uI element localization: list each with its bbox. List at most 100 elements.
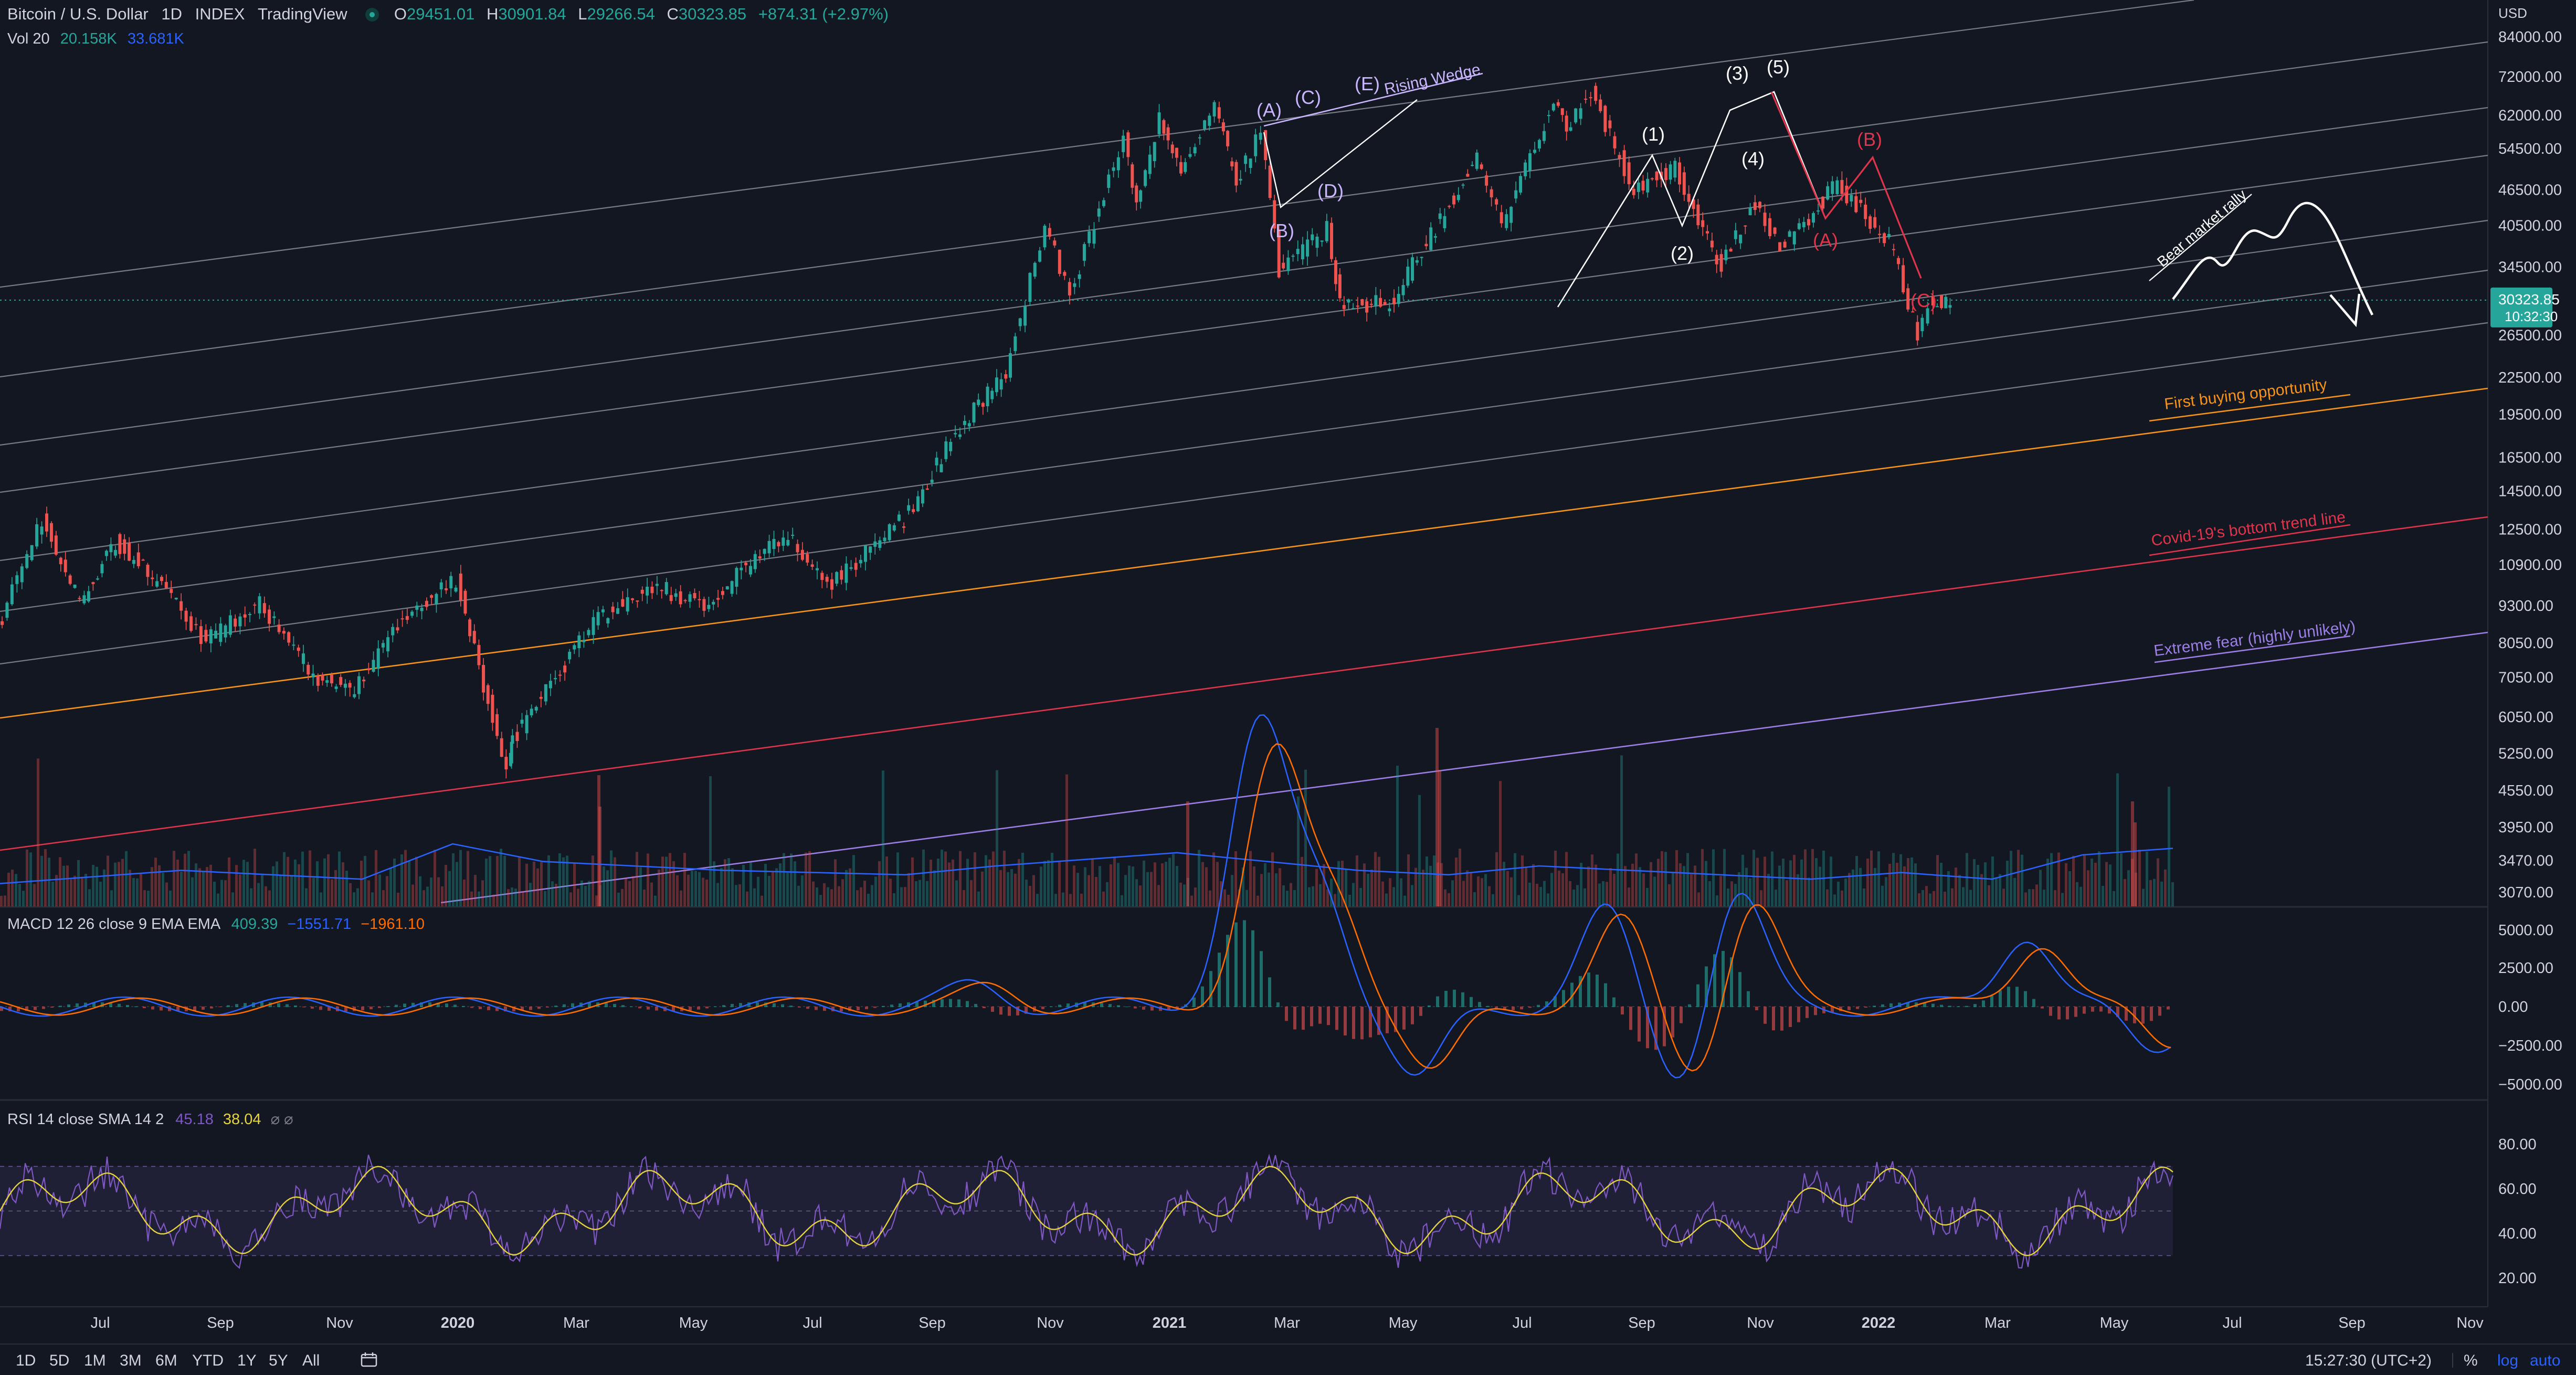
rsi-tick-label: 80.00: [2498, 1136, 2537, 1153]
candle-body: [449, 576, 453, 588]
macd-histogram-bar: [1025, 1007, 1028, 1014]
market-status-icon[interactable]: [365, 8, 379, 22]
macd-legend[interactable]: MACD 12 26 close 9 EMA EMA 409.39 −1551.…: [7, 916, 425, 933]
macd-histogram-bar: [2024, 991, 2027, 1007]
volume-bar: [158, 865, 161, 906]
date-range-icon[interactable]: [360, 1352, 378, 1372]
macd-histogram-bar: [621, 1005, 625, 1007]
macd-histogram-bar: [1579, 976, 1582, 1007]
range-button-1d[interactable]: 1D: [16, 1352, 36, 1369]
candle-body: [1401, 285, 1405, 295]
volume-bar: [1058, 861, 1061, 906]
volume-bar: [1848, 873, 1851, 906]
volume-bar: [430, 877, 432, 906]
candle-body: [1931, 296, 1935, 306]
percent-toggle[interactable]: %: [2464, 1352, 2478, 1369]
toolbar-divider: [2452, 1353, 2453, 1368]
volume-bar: [2135, 872, 2137, 906]
macd-histogram-bar: [1453, 989, 1456, 1007]
volume-bar: [1183, 884, 1186, 906]
rsi-label: RSI 14 close SMA 14 2: [7, 1111, 164, 1128]
candle-body: [5, 602, 9, 618]
time-tick-label: Jul: [90, 1315, 110, 1331]
volume-bar: [941, 849, 943, 906]
rsi-legend[interactable]: RSI 14 close SMA 14 2 45.18 38.04 ⌀ ⌀: [7, 1110, 293, 1128]
volume-bar: [110, 890, 113, 906]
range-button-1y[interactable]: 1Y: [237, 1352, 257, 1369]
volume-bar: [1352, 883, 1355, 906]
rsi-visibility-icons[interactable]: ⌀ ⌀: [270, 1111, 293, 1128]
volume-bar: [536, 868, 539, 906]
macd-histogram-bar: [1873, 1006, 1876, 1007]
macd-histogram-bar: [2015, 987, 2019, 1007]
range-button-1m[interactable]: 1M: [84, 1352, 106, 1369]
volume-bar: [503, 855, 506, 906]
clock-label[interactable]: 15:27:30 (UTC+2): [2305, 1352, 2432, 1369]
log-toggle[interactable]: log: [2497, 1352, 2519, 1369]
volume-bar: [1896, 863, 1898, 906]
volume-bar: [544, 891, 546, 906]
candle-body: [495, 714, 499, 736]
volume-bar: [1069, 894, 1072, 906]
candle-body: [530, 708, 533, 715]
candle-body: [1739, 235, 1743, 244]
symbol-legend[interactable]: Bitcoin / U.S. Dollar 1D INDEX TradingVi…: [7, 5, 889, 24]
volume-bar: [1602, 881, 1604, 906]
candle-body: [707, 605, 711, 609]
volume-bar: [1014, 873, 1017, 906]
macd-histogram-bar: [1806, 1007, 1809, 1018]
volume-bar: [0, 896, 3, 906]
volume-bar: [948, 862, 951, 906]
wave-label: (5): [1767, 56, 1790, 78]
candle-body: [1641, 181, 1645, 191]
candle-body: [716, 598, 720, 600]
range-button-6m[interactable]: 6M: [155, 1352, 177, 1369]
volume-bar: [1870, 850, 1873, 906]
volume-bar: [1914, 863, 1917, 906]
volume-bar: [1010, 869, 1013, 906]
volume-bar: [1201, 862, 1204, 906]
candle-body: [316, 675, 320, 686]
volume-bar: [1631, 863, 1634, 906]
volume-bar: [169, 890, 172, 906]
volume-bar: [959, 851, 962, 906]
volume-bar: [1797, 874, 1799, 906]
candle-body: [146, 565, 150, 577]
volume-bar: [441, 886, 444, 906]
candle-body: [430, 595, 434, 598]
candle-body: [587, 630, 590, 636]
volume-bar: [683, 853, 686, 906]
volume-bar: [1025, 880, 1028, 906]
volume-bar: [309, 850, 311, 906]
volume-bar: [1003, 850, 1006, 906]
range-button-ytd[interactable]: YTD: [192, 1352, 224, 1369]
range-button-all[interactable]: All: [302, 1352, 320, 1369]
range-button-5y[interactable]: 5Y: [269, 1352, 288, 1369]
volume-bar: [1466, 870, 1469, 906]
candle-body: [123, 539, 126, 554]
range-button-5d[interactable]: 5D: [49, 1352, 70, 1369]
volume-bar: [661, 856, 664, 906]
volume-bar: [1165, 862, 1167, 906]
volume-bar: [1161, 863, 1164, 906]
volume-bar: [672, 861, 675, 906]
volume-bar: [1007, 872, 1009, 906]
candle-body: [650, 586, 654, 594]
volume-bar: [1051, 852, 1053, 906]
volume-bar: [73, 875, 76, 906]
macd-histogram-bar: [1730, 957, 1733, 1007]
time-tick-label: Mar: [1984, 1315, 2011, 1331]
candle-body: [539, 696, 543, 699]
volume-bar: [955, 880, 958, 906]
macd-histogram-bar: [1663, 1007, 1666, 1046]
candle-body: [1835, 180, 1839, 194]
range-button-3m[interactable]: 3M: [120, 1352, 142, 1369]
volume-bar: [1187, 877, 1189, 906]
candle-body: [1603, 105, 1607, 132]
macd-histogram-bar: [1604, 983, 1607, 1007]
candle-body: [1184, 162, 1187, 172]
auto-toggle[interactable]: auto: [2530, 1352, 2561, 1369]
volume-legend[interactable]: Vol 20 20.158K 33.681K: [7, 30, 184, 48]
candle-body: [1514, 190, 1518, 199]
